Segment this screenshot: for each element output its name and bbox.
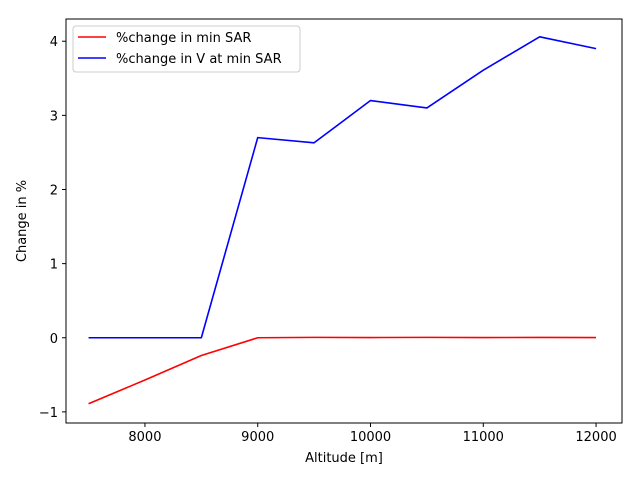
y-tick-label: 3 — [50, 109, 58, 124]
y-tick-label: 2 — [50, 183, 58, 198]
plot-area — [66, 19, 622, 423]
x-tick-label: 8000 — [128, 430, 161, 445]
series-line-2 — [88, 35, 597, 339]
y-tick-label: 0 — [50, 332, 58, 347]
y-axis-label: Change in % — [15, 180, 30, 262]
legend-box — [72, 25, 301, 73]
x-axis-label: Altitude [m] — [305, 451, 383, 466]
legend-label-2: %change in V at min SAR — [116, 52, 282, 67]
y-tick-label: 1 — [50, 258, 58, 273]
x-tick-label: 12000 — [575, 430, 616, 445]
legend-label-1: %change in min SAR — [116, 31, 251, 46]
series-layer — [88, 35, 597, 405]
y-axis-ticks: −1 0 1 2 3 4 — [39, 35, 66, 421]
series-line-1 — [88, 336, 597, 405]
y-tick-label: 4 — [50, 35, 58, 50]
x-tick-label: 10000 — [350, 430, 391, 445]
legend: %change in min SAR %change in V at min SA… — [72, 25, 301, 73]
x-axis-ticks: 8000 9000 10000 11000 12000 — [128, 423, 617, 445]
plot-frame — [65, 18, 623, 424]
y-tick-label: −1 — [39, 406, 58, 421]
x-tick-label: 9000 — [241, 430, 274, 445]
x-tick-label: 11000 — [463, 430, 504, 445]
